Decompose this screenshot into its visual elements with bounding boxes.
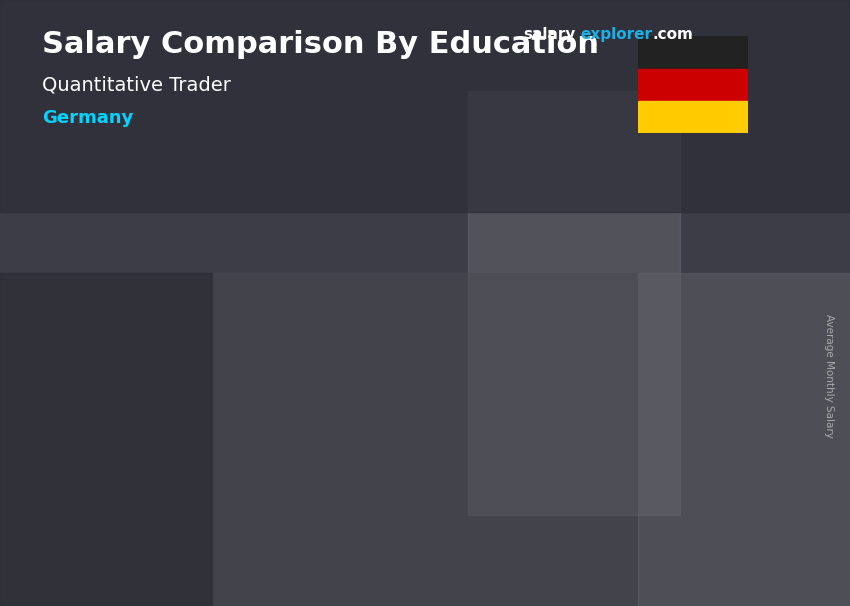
FancyArrowPatch shape [511,258,662,330]
Bar [212,273,638,606]
Bar [372,395,382,527]
Bar [0,273,212,606]
Text: Average Monthly Salary: Average Monthly Salary [824,314,834,438]
Bar [0,0,850,212]
Bar [725,276,734,527]
Bar [638,101,748,133]
Text: +31%: +31% [552,197,624,217]
FancyArrowPatch shape [159,368,310,410]
FancyArrowPatch shape [334,318,486,389]
Text: Quantitative Trader: Quantitative Trader [42,76,231,95]
Text: Salary Comparison By Education: Salary Comparison By Education [42,30,599,59]
Bar [440,336,452,527]
Bar [468,91,680,515]
Text: salary: salary [523,27,575,42]
Bar [88,415,99,527]
Bar [628,276,725,527]
Text: .com: .com [653,27,694,42]
Bar [638,68,748,101]
Text: +18%: +18% [201,316,272,336]
Text: 3,950 EUR: 3,950 EUR [484,315,552,328]
Bar [452,336,549,527]
Bar [638,36,748,68]
Text: explorer: explorer [581,27,653,42]
Text: Germany: Germany [42,109,133,127]
Bar [549,336,558,527]
Text: 5,180 EUR: 5,180 EUR [660,255,728,268]
Bar [616,276,628,527]
Bar [275,395,372,527]
Text: 2,730 EUR: 2,730 EUR [307,374,377,387]
Bar [196,415,207,527]
Text: +45%: +45% [377,256,448,276]
Bar [99,415,196,527]
Bar [264,395,275,527]
Text: 2,320 EUR: 2,320 EUR [131,394,201,407]
Bar [638,273,850,606]
